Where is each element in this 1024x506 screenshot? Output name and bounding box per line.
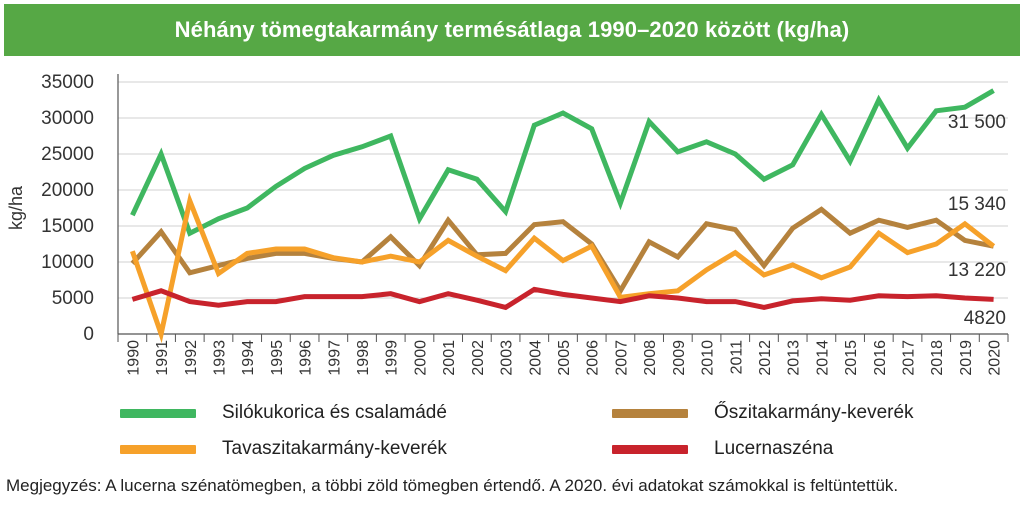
x-tick-label: 2008 xyxy=(642,340,659,376)
x-tick-label: 1998 xyxy=(355,340,372,376)
x-tick-label: 2017 xyxy=(901,340,918,376)
x-tick-label: 2006 xyxy=(585,340,602,376)
x-tick-label: 2002 xyxy=(470,340,487,376)
x-tick-label: 2009 xyxy=(671,340,688,376)
legend-label: Lucernaszéna xyxy=(714,438,834,459)
x-tick-label: 1992 xyxy=(183,340,200,376)
x-tick-label: 1999 xyxy=(384,340,401,376)
data-label-2020: 4820 xyxy=(964,308,1006,329)
legend-swatch xyxy=(612,444,688,454)
x-tick-label: 2012 xyxy=(757,340,774,376)
x-tick-label: 1993 xyxy=(211,340,228,376)
x-tick-label: 1997 xyxy=(326,340,343,376)
x-tick-label: 2005 xyxy=(556,340,573,376)
x-tick-label: 2020 xyxy=(987,340,1004,376)
x-tick-label: 1996 xyxy=(298,340,315,376)
y-tick-label: 5000 xyxy=(52,288,94,309)
x-tick-label: 1990 xyxy=(125,340,142,376)
x-tick-label: 1995 xyxy=(269,340,286,376)
series-line xyxy=(130,206,995,296)
y-tick-label: 35000 xyxy=(41,72,94,93)
x-tick-label: 2013 xyxy=(786,340,803,376)
legend-item-silokukorica: Silókukorica és csalamádé xyxy=(120,402,447,424)
legend-swatch xyxy=(612,408,688,418)
x-tick-label: 2010 xyxy=(700,340,717,376)
x-tick-label: 2016 xyxy=(872,340,889,376)
legend-swatch xyxy=(120,444,196,454)
y-tick-label: 10000 xyxy=(41,252,94,273)
y-tick-label: 25000 xyxy=(41,144,94,165)
x-tick-label: 2000 xyxy=(412,340,429,376)
x-tick-label: 2018 xyxy=(929,340,946,376)
x-tick-label: 2019 xyxy=(958,340,975,376)
x-tick-label: 2001 xyxy=(441,340,458,376)
x-tick-label: 2004 xyxy=(527,340,544,376)
x-tick-label: 2003 xyxy=(499,340,516,376)
data-label-2020: 31 500 xyxy=(948,112,1006,133)
data-label-2020: 13 220 xyxy=(948,260,1006,281)
title-bar: Néhány tömegtakarmány termésátlaga 1990–… xyxy=(4,4,1020,56)
series-line xyxy=(130,88,995,237)
x-tick-label: 1991 xyxy=(154,340,171,376)
x-tick-label: 2015 xyxy=(843,340,860,376)
chart-title: Néhány tömegtakarmány termésátlaga 1990–… xyxy=(174,17,850,42)
legend-item-tavaszitakarmany: Tavaszitakarmány-keverék xyxy=(120,438,447,460)
x-tick-label: 2014 xyxy=(814,340,831,376)
line-chart: 0 5000 10000 15000 20000 25000 30000 35000 1990 1… xyxy=(6,72,1009,376)
y-tick-label: 20000 xyxy=(41,180,94,201)
footnote: Megjegyzés: A lucerna szénatömegben, a t… xyxy=(6,476,899,495)
series-line xyxy=(130,192,996,344)
y-tick-label: 30000 xyxy=(41,108,94,129)
data-label-2020: 15 340 xyxy=(948,194,1006,215)
y-tick-label: 15000 xyxy=(41,216,94,237)
legend-item-lucernaszena: Lucernaszéna xyxy=(612,438,833,460)
x-tick-label: 1994 xyxy=(240,340,257,376)
y-axis-label: kg/ha xyxy=(6,185,26,230)
x-tick-label: 2011 xyxy=(728,340,745,375)
legend-label: Tavaszitakarmány-keverék xyxy=(222,438,447,459)
legend-label: Őszitakarmány-keverék xyxy=(714,402,914,423)
legend-label: Silókukorica és csalamádé xyxy=(222,402,447,423)
x-tick-label: 2007 xyxy=(613,340,630,376)
legend-swatch xyxy=(120,408,196,418)
legend-item-oszitakarmany: Őszitakarmány-keverék xyxy=(612,402,914,424)
series-line xyxy=(131,286,994,311)
y-tick-label: 0 xyxy=(83,324,94,345)
